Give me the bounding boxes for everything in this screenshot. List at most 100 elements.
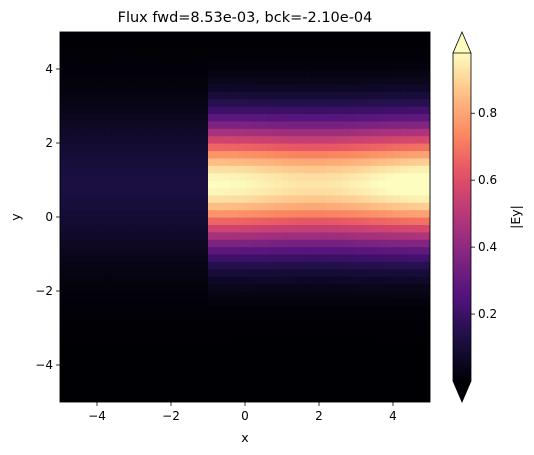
- heatmap-cell: [208, 209, 216, 218]
- heatmap-cell: [82, 61, 91, 70]
- heatmap-cell: [215, 76, 224, 85]
- heatmap-cell: [304, 143, 313, 151]
- heatmap-cell: [74, 172, 83, 181]
- heatmap-cell: [222, 76, 231, 85]
- heatmap-cell: [267, 83, 276, 92]
- heatmap-cell: [326, 328, 335, 336]
- heatmap-cell: [89, 239, 98, 248]
- heatmap-cell: [200, 379, 209, 388]
- heatmap-cell: [259, 291, 268, 299]
- heatmap-cell: [259, 91, 268, 100]
- heatmap-cell: [156, 372, 165, 381]
- heatmap-cell: [259, 335, 268, 344]
- heatmap-cell: [259, 254, 268, 262]
- heatmap-cell: [171, 283, 179, 292]
- heatmap-cell: [326, 150, 335, 159]
- heatmap-cell: [415, 113, 424, 122]
- heatmap-cell: [89, 320, 98, 329]
- heatmap-cell: [60, 180, 68, 188]
- heatmap-cell: [74, 157, 83, 166]
- heatmap-cell: [60, 261, 68, 270]
- heatmap-cell: [200, 194, 209, 203]
- heatmap-cell: [215, 283, 224, 292]
- heatmap-cell: [215, 69, 224, 77]
- heatmap-cell: [356, 143, 364, 151]
- heatmap-cell: [289, 335, 298, 344]
- heatmap-cell: [178, 209, 187, 218]
- heatmap-cell: [67, 268, 76, 277]
- heatmap-cell: [222, 32, 231, 40]
- heatmap-cell: [259, 298, 268, 307]
- heatmap-cell: [104, 320, 113, 329]
- heatmap-cell: [148, 224, 157, 233]
- heatmap-cell: [370, 128, 379, 137]
- heatmap-cell: [222, 372, 231, 381]
- heatmap-cell: [259, 276, 268, 285]
- heatmap-cell: [215, 135, 224, 144]
- heatmap-cell: [356, 239, 364, 248]
- heatmap-cell: [104, 54, 113, 63]
- heatmap-cell: [296, 106, 305, 114]
- heatmap-cell: [185, 113, 194, 122]
- heatmap-cell: [97, 157, 105, 166]
- heatmap-cell: [393, 202, 401, 211]
- heatmap-cell: [185, 135, 194, 144]
- heatmap-cell: [200, 291, 209, 299]
- heatmap-cell: [422, 254, 430, 262]
- heatmap-cell: [326, 202, 335, 211]
- heatmap-cell: [230, 246, 239, 255]
- heatmap-cell: [163, 106, 172, 114]
- heatmap-cell: [363, 83, 372, 92]
- heatmap-cell: [156, 342, 165, 351]
- heatmap-cell: [363, 283, 372, 292]
- heatmap-cell: [333, 313, 342, 322]
- heatmap-cell: [304, 91, 313, 100]
- heatmap-cell: [230, 320, 239, 329]
- heatmap-cell: [378, 350, 387, 359]
- heatmap-cell: [60, 98, 68, 107]
- heatmap-cell: [415, 32, 424, 40]
- heatmap-cell: [104, 209, 113, 218]
- heatmap-cell: [259, 194, 268, 203]
- heatmap-cell: [370, 394, 379, 402]
- heatmap-cell: [215, 83, 224, 92]
- heatmap-cell: [274, 150, 283, 159]
- heatmap-cell: [282, 135, 290, 144]
- heatmap-cell: [252, 328, 261, 336]
- heatmap-cell: [67, 54, 76, 63]
- heatmap-cell: [385, 32, 394, 40]
- heatmap-cell: [185, 217, 194, 225]
- heatmap-cell: [400, 217, 409, 225]
- heatmap-cell: [141, 231, 150, 240]
- heatmap-cell: [74, 39, 83, 48]
- heatmap-cell: [393, 283, 401, 292]
- heatmap-cell: [400, 98, 409, 107]
- heatmap-cell: [289, 61, 298, 70]
- heatmap-cell: [370, 320, 379, 329]
- heatmap-cell: [111, 379, 120, 388]
- heatmap-cell: [422, 320, 430, 329]
- heatmap-cell: [171, 128, 179, 137]
- heatmap-cell: [126, 372, 135, 381]
- heatmap-cell: [156, 365, 165, 373]
- heatmap-cell: [319, 83, 327, 92]
- y-tick-label: 2: [45, 136, 53, 150]
- heatmap-cell: [259, 143, 268, 151]
- heatmap-cell: [282, 254, 290, 262]
- heatmap-cell: [119, 98, 128, 107]
- heatmap-cell: [296, 387, 305, 396]
- heatmap-cell: [141, 172, 150, 181]
- heatmap-cell: [304, 365, 313, 373]
- heatmap-cell: [311, 291, 320, 299]
- heatmap-cell: [163, 379, 172, 388]
- heatmap-cell: [311, 372, 320, 381]
- heatmap-cell: [60, 54, 68, 63]
- heatmap-cell: [311, 305, 320, 314]
- heatmap-cell: [289, 54, 298, 63]
- heatmap-cell: [311, 261, 320, 270]
- heatmap-cell: [378, 217, 387, 225]
- heatmap-cell: [141, 217, 150, 225]
- heatmap-cell: [178, 283, 187, 292]
- heatmap-cell: [67, 283, 76, 292]
- heatmap-cell: [311, 394, 320, 402]
